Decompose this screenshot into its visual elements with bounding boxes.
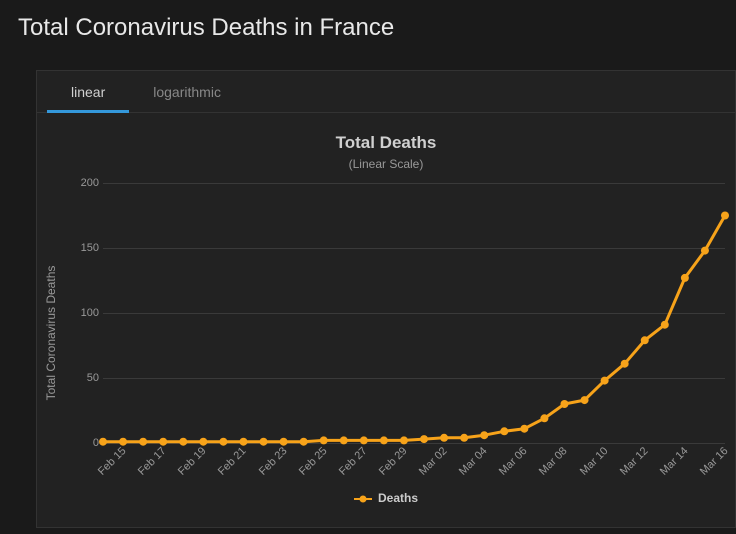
tabs: linear logarithmic [37,71,735,113]
data-point[interactable] [681,274,689,282]
tab-logarithmic[interactable]: logarithmic [129,72,245,113]
data-point[interactable] [540,414,548,422]
plot: 050100150200 [103,183,725,443]
data-point[interactable] [601,377,609,385]
y-tick-label: 100 [73,307,99,319]
x-tick-label: Feb 21 [216,445,249,478]
x-tick-label: Feb 29 [377,445,410,478]
data-point[interactable] [440,434,448,442]
y-axis-label: Total Coronavirus Deaths [44,266,58,401]
tab-linear[interactable]: linear [47,72,129,113]
legend-marker-icon [354,493,372,505]
x-tick-label: Mar 06 [497,445,530,478]
data-point[interactable] [641,336,649,344]
y-tick-label: 150 [73,242,99,254]
x-tick-label: Mar 14 [658,445,691,478]
x-tick-label: Mar 02 [417,445,450,478]
chart-title: Total Deaths [47,133,725,153]
x-tick-label: Feb 25 [297,445,330,478]
x-tick-label: Feb 27 [337,445,370,478]
data-point[interactable] [500,427,508,435]
legend[interactable]: Deaths [47,483,725,517]
data-point[interactable] [581,396,589,404]
x-tick-label: Mar 04 [457,445,490,478]
x-ticks: Feb 15Feb 17Feb 19Feb 21Feb 23Feb 25Feb … [103,443,725,483]
data-point[interactable] [701,247,709,255]
x-tick-label: Mar 16 [698,445,731,478]
x-tick-label: Mar 10 [577,445,610,478]
x-tick-label: Feb 17 [136,445,169,478]
data-point[interactable] [721,212,729,220]
y-tick-label: 0 [73,437,99,449]
x-tick-label: Feb 19 [176,445,209,478]
y-tick-label: 50 [73,372,99,384]
chart-subtitle: (Linear Scale) [47,157,725,171]
series-svg [103,183,725,443]
y-tick-label: 200 [73,177,99,189]
series-line [103,216,725,442]
data-point[interactable] [460,434,468,442]
x-tick-label: Mar 12 [618,445,651,478]
page-title: Total Coronavirus Deaths in France [0,0,736,42]
x-tick-label: Feb 23 [256,445,289,478]
x-tick-label: Mar 08 [537,445,570,478]
data-point[interactable] [420,435,428,443]
chart-area: Total Deaths (Linear Scale) Total Corona… [37,113,735,527]
chart-container: linear logarithmic Total Deaths (Linear … [36,70,736,528]
data-point[interactable] [480,431,488,439]
data-point[interactable] [621,360,629,368]
x-tick-label: Feb 15 [96,445,129,478]
legend-label: Deaths [378,491,418,505]
data-point[interactable] [520,425,528,433]
plot-wrap: Total Coronavirus Deaths 050100150200 Fe… [47,183,725,483]
data-point[interactable] [560,400,568,408]
data-point[interactable] [661,321,669,329]
